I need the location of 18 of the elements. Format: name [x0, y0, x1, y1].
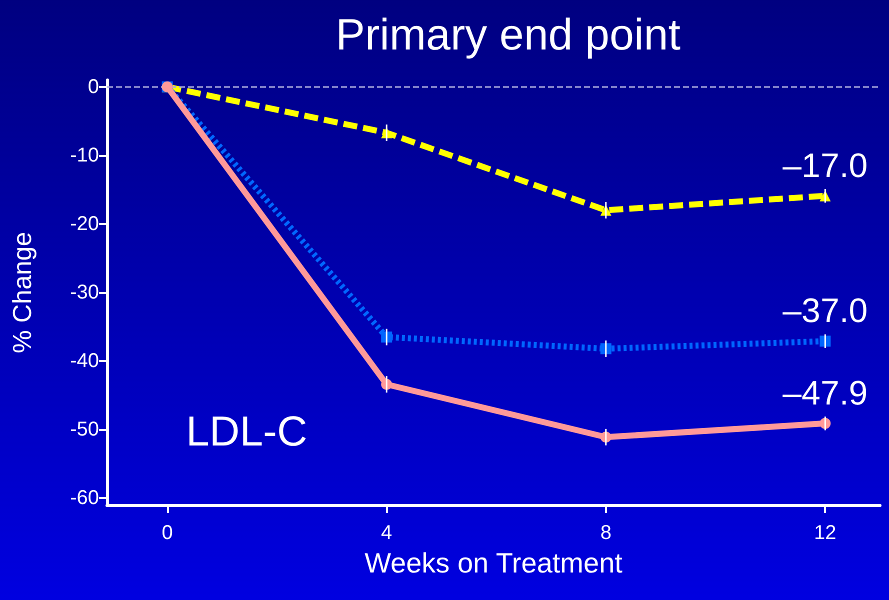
x-tick-label: 0 [162, 522, 173, 544]
y-tick-label: 0 [88, 76, 99, 98]
annotation: –37.0 [782, 292, 868, 330]
x-tick-label: 4 [381, 522, 392, 544]
y-tick-label: -40 [70, 350, 99, 372]
x-tick-label: 8 [600, 522, 612, 544]
y-axis-title: % Change [7, 232, 37, 354]
chart-title: Primary end point [336, 10, 680, 60]
y-tick-label: -30 [70, 282, 99, 304]
y-tick-label: -60 [70, 487, 99, 510]
annotation: LDL-C [186, 408, 308, 454]
y-tick-label: -20 [70, 212, 99, 235]
x-axis-title: Weeks on Treatment [364, 548, 623, 578]
annotation: –17.0 [782, 146, 868, 185]
x-tick-label: 12 [814, 522, 836, 544]
annotation: –47.9 [782, 374, 868, 412]
y-tick-label: -10 [70, 144, 99, 166]
y-tick-label: -50 [70, 418, 99, 441]
